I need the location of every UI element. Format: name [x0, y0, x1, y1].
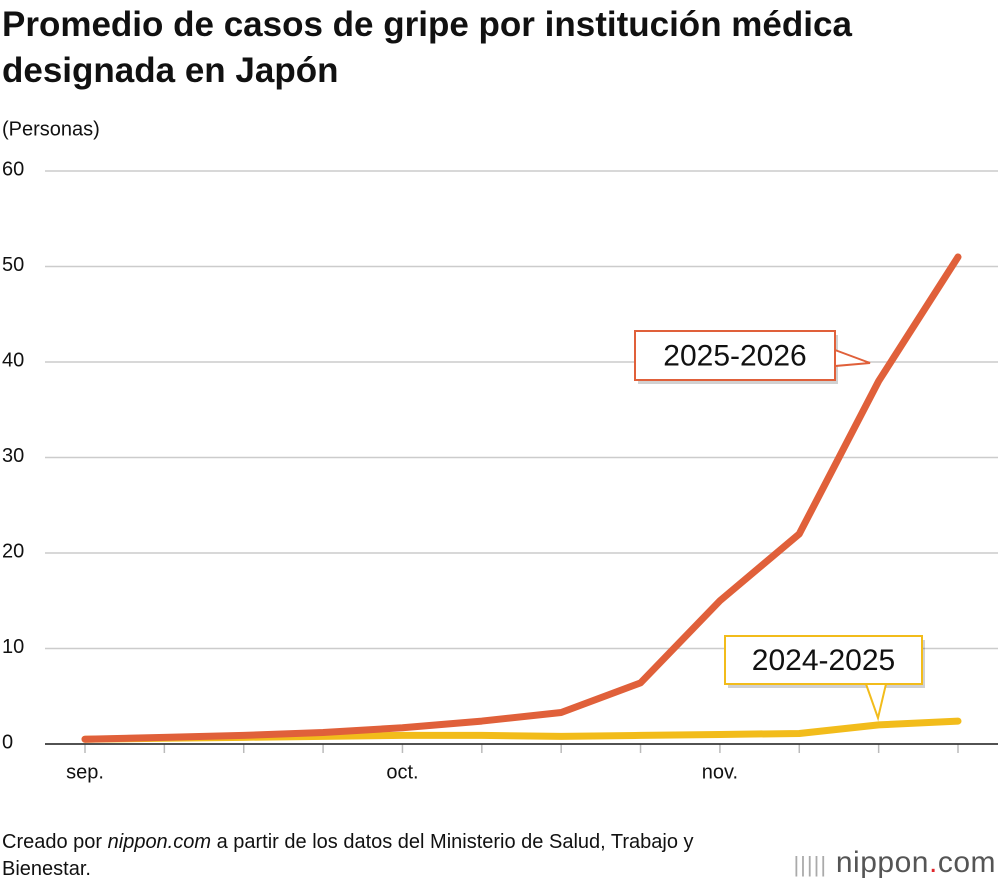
y-axis-label: (Personas) — [2, 118, 100, 140]
source-prefix: Creado por — [2, 831, 103, 853]
source: Creado por nippon.com a partir de los da… — [2, 829, 762, 883]
y-tick-label: 10 — [2, 636, 24, 658]
source-site: nippon.com — [107, 831, 212, 853]
annotation: 2024-2025 — [724, 635, 925, 722]
annotation-box — [634, 330, 836, 381]
annotation-label: 2024-2025 — [752, 644, 895, 677]
y-tick-label: 0 — [2, 731, 13, 753]
x-tick-label: sep. — [66, 761, 104, 783]
source-suffix: a partir de los datos del Ministerio de … — [2, 831, 694, 880]
y-tick-label: 60 — [2, 158, 24, 180]
y-tick-label: 20 — [2, 540, 24, 562]
logo-tld: com — [937, 846, 996, 879]
annotation-label: 2025-2026 — [663, 339, 806, 372]
chart: (Personas) 0 10 20 30 40 50 60 sep. oct. nov. 2025… — [2, 118, 998, 783]
x-tick-label: nov. — [702, 761, 738, 783]
y-tick-label: 50 — [2, 254, 24, 276]
chart-title: Promedio de casos de gripe por instituci… — [2, 5, 852, 90]
y-tick-label: 30 — [2, 445, 24, 467]
logo-dot: . — [928, 846, 938, 879]
series-line — [81, 253, 962, 743]
logo-name: nippon — [835, 846, 929, 879]
annotation-pointer — [864, 683, 888, 722]
annotation: 2025-2026 — [634, 330, 871, 384]
annotation-box — [724, 635, 923, 685]
x-tick-label: oct. — [386, 761, 418, 783]
y-tick-label: 40 — [2, 349, 24, 371]
annotation-pointer — [834, 348, 871, 368]
logo: ||||| nippon.com — [793, 846, 996, 879]
